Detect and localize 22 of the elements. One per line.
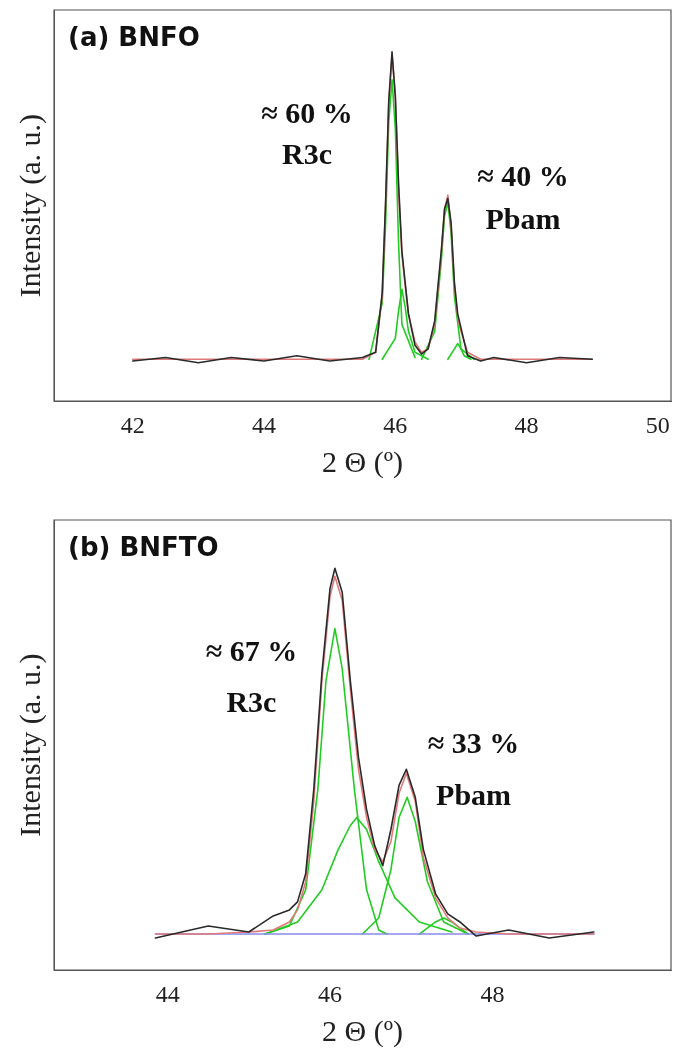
x-tick-label: 42 bbox=[120, 411, 145, 438]
x-tick-label: 44 bbox=[155, 980, 180, 1007]
annotation: ≈ 60 % bbox=[261, 96, 353, 130]
annotation: Pbam bbox=[485, 202, 561, 235]
x-axis-title: 2 Θ (º) bbox=[322, 444, 403, 479]
chart-title: (b) BNFTO bbox=[68, 531, 219, 562]
y-axis-title: Intensity (a. u.) bbox=[12, 113, 47, 298]
x-tick-label: 46 bbox=[318, 980, 343, 1007]
y-axis-title: Intensity (a. u.) bbox=[12, 653, 47, 837]
annotation: R3c bbox=[226, 685, 277, 719]
annotation: Pbam bbox=[436, 778, 512, 812]
annotation: R3c bbox=[281, 137, 332, 171]
x-tick-label: 46 bbox=[383, 411, 408, 438]
annotation: ≈ 40 % bbox=[477, 158, 569, 192]
annotation: ≈ 67 % bbox=[205, 633, 298, 667]
x-tick-label: 50 bbox=[645, 411, 670, 438]
x-tick-label: 48 bbox=[514, 411, 539, 438]
chart-title: (a) BNFO bbox=[68, 21, 200, 52]
x-axis-title: 2 Θ (º) bbox=[322, 1013, 403, 1048]
x-tick-label: 48 bbox=[480, 980, 505, 1007]
annotation: ≈ 33 % bbox=[427, 725, 520, 759]
x-tick-label: 44 bbox=[252, 411, 277, 438]
